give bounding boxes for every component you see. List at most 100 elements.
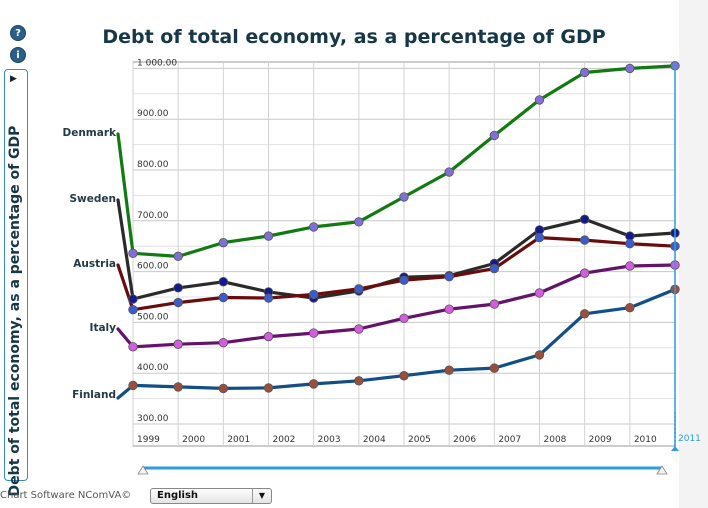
data-point[interactable] <box>128 380 138 391</box>
data-point[interactable] <box>444 271 454 282</box>
series-label: Denmark <box>63 127 118 139</box>
data-point[interactable] <box>399 192 409 202</box>
x-tick-label: 2010 <box>634 435 657 445</box>
data-point[interactable] <box>489 263 500 274</box>
data-point[interactable] <box>263 231 274 241</box>
series-line <box>116 263 677 349</box>
current-year-label: 2011 <box>678 434 701 444</box>
side-title-tab[interactable]: ▶ Debt of total economy, as a percentage… <box>4 69 28 496</box>
x-tick-label: 2008 <box>544 435 567 445</box>
data-point[interactable] <box>173 297 183 308</box>
data-point[interactable] <box>489 299 500 309</box>
y-tick-label: 1 000.00 <box>137 58 177 68</box>
data-point[interactable] <box>625 302 635 313</box>
data-point[interactable] <box>354 324 364 334</box>
y-tick-label: 900.00 <box>137 109 169 119</box>
y-tick-label: 500.00 <box>137 312 169 322</box>
data-point[interactable] <box>263 331 274 342</box>
data-point[interactable] <box>489 363 500 373</box>
data-point[interactable] <box>308 328 319 338</box>
x-tick-label: 2009 <box>589 435 612 445</box>
chevron-down-icon[interactable]: ▼ <box>252 489 271 503</box>
chart-title: Debt of total economy, as a percentage o… <box>102 26 606 48</box>
data-point[interactable] <box>218 277 229 287</box>
data-point[interactable] <box>534 288 545 298</box>
data-point[interactable] <box>579 214 590 224</box>
data-point[interactable] <box>308 289 319 300</box>
x-tick-label: 2004 <box>363 435 386 445</box>
data-point[interactable] <box>579 67 590 78</box>
data-point[interactable] <box>128 294 138 304</box>
series-label: Finland <box>72 389 116 401</box>
series-line <box>116 236 677 312</box>
data-point[interactable] <box>263 293 274 303</box>
data-point[interactable] <box>534 350 545 360</box>
y-tick-label: 700.00 <box>137 211 169 221</box>
data-point[interactable] <box>354 376 364 386</box>
data-point[interactable] <box>128 342 138 352</box>
y-tick-label: 600.00 <box>137 262 169 272</box>
data-point[interactable] <box>625 63 635 74</box>
data-point[interactable] <box>308 222 319 232</box>
x-tick-label: 2003 <box>318 435 341 445</box>
footer-credit: Chart Software NComVA© <box>0 490 132 501</box>
data-point[interactable] <box>579 309 590 319</box>
x-tick-label: 2002 <box>273 435 296 445</box>
data-point[interactable] <box>354 217 364 227</box>
slider-start-handle-icon[interactable] <box>137 465 149 475</box>
y-tick-label: 400.00 <box>137 363 169 373</box>
data-point[interactable] <box>128 305 138 315</box>
data-point[interactable] <box>218 383 229 394</box>
series-line <box>116 64 677 258</box>
data-point[interactable] <box>218 338 229 348</box>
timeline[interactable]: 2011 <box>137 62 701 475</box>
data-point[interactable] <box>489 130 500 141</box>
x-tick-label: 2007 <box>498 435 521 445</box>
data-point[interactable] <box>444 304 454 314</box>
data-point[interactable] <box>534 95 545 105</box>
data-point[interactable] <box>128 248 138 259</box>
series-labels: Denmark Sweden Austria Italy Finland <box>63 127 118 401</box>
data-point[interactable] <box>625 261 635 271</box>
data-point[interactable] <box>399 275 409 285</box>
data-point[interactable] <box>218 292 229 303</box>
x-tick-label: 2006 <box>453 435 476 445</box>
data-point[interactable] <box>444 167 454 177</box>
data-point[interactable] <box>579 235 590 245</box>
data-point[interactable] <box>354 284 364 294</box>
data-point[interactable] <box>444 365 454 375</box>
info-icon[interactable]: i <box>10 47 26 63</box>
data-point[interactable] <box>173 339 183 349</box>
x-tick-label: 1999 <box>137 435 160 445</box>
y-tick-label: 300.00 <box>137 414 169 424</box>
data-point[interactable] <box>534 232 545 243</box>
y-tick-label: 800.00 <box>137 160 169 170</box>
axes: 300.00 400.00 500.00 600.00 700.00 800.00 900.… <box>137 58 657 445</box>
language-select[interactable]: English ▼ <box>150 488 272 504</box>
data-point[interactable] <box>579 268 590 278</box>
slider-end-handle-icon[interactable] <box>656 465 668 475</box>
series-label: Sweden <box>70 193 117 205</box>
current-year-pointer-icon[interactable] <box>671 446 679 451</box>
x-tick-label: 2000 <box>182 435 205 445</box>
data-point[interactable] <box>218 237 229 248</box>
series-label: Italy <box>90 322 117 334</box>
x-tick-label: 2005 <box>408 435 431 445</box>
expand-arrow-icon[interactable]: ▶ <box>10 74 17 84</box>
data-point[interactable] <box>173 382 183 392</box>
right-panel-edge <box>679 0 708 508</box>
data-point[interactable] <box>399 371 409 381</box>
data-point[interactable] <box>625 238 635 249</box>
data-point[interactable] <box>173 251 183 262</box>
series-line <box>116 287 677 400</box>
data-point[interactable] <box>308 379 319 389</box>
series-lines <box>116 64 677 400</box>
data-point[interactable] <box>173 283 183 293</box>
language-value: English <box>157 490 199 501</box>
x-tick-label: 2001 <box>227 435 250 445</box>
help-icon[interactable]: ? <box>10 25 26 41</box>
series-label: Austria <box>73 258 116 270</box>
data-point[interactable] <box>263 383 274 393</box>
data-point[interactable] <box>399 313 409 324</box>
